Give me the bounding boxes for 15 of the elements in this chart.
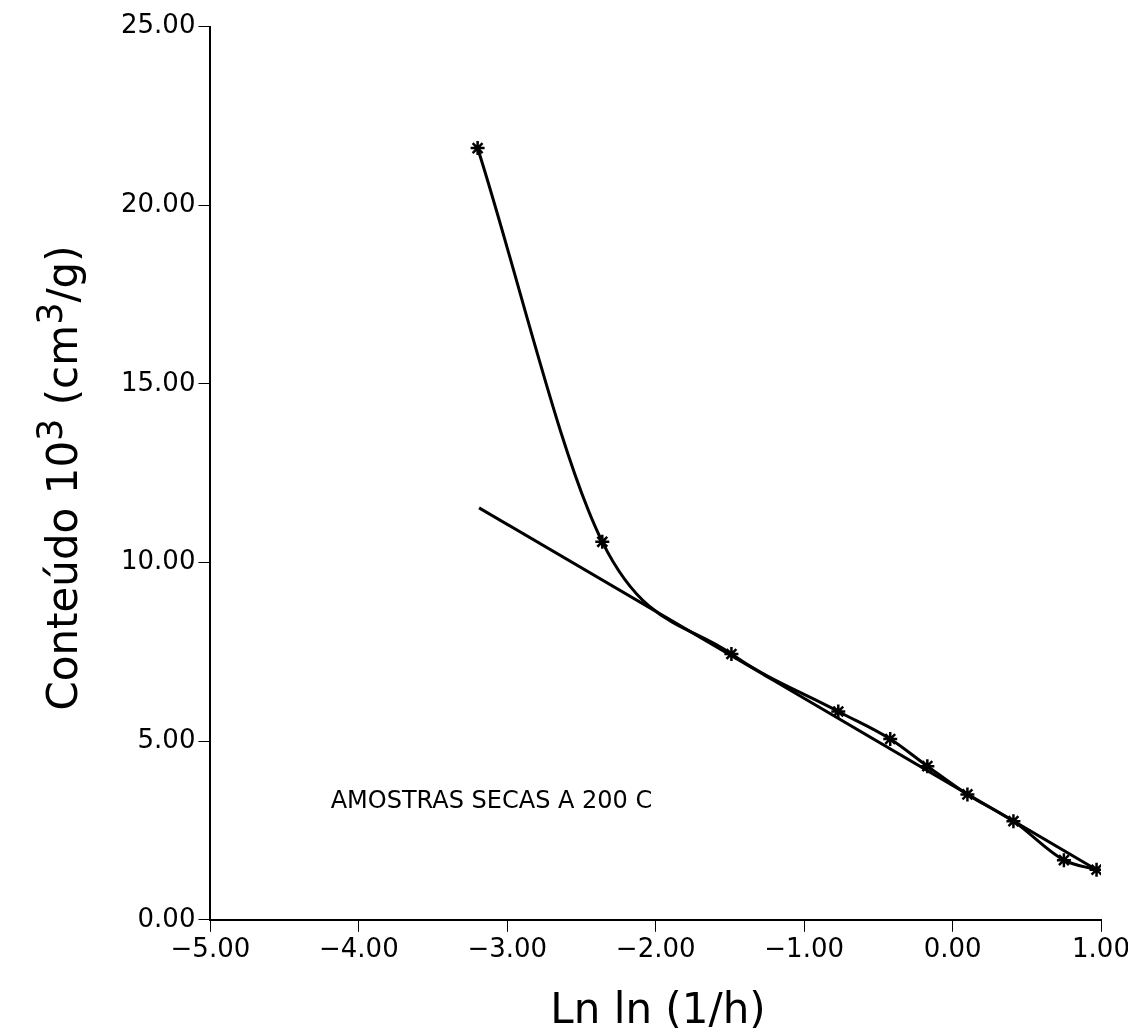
annotation: AMOSTRAS SECAS A 200 C xyxy=(330,786,653,815)
y-tick-label: 5.00 xyxy=(137,723,196,754)
x-tick-label: 1.00 xyxy=(1072,933,1128,964)
y-tick-label: 25.00 xyxy=(121,9,196,40)
y-tick-label: 20.00 xyxy=(121,187,196,218)
x-tick-label: −4.00 xyxy=(319,933,399,964)
x-tick-label: −3.00 xyxy=(467,933,548,964)
x-tick-label: −5.00 xyxy=(170,933,251,964)
y-tick-label: 15.00 xyxy=(121,366,196,397)
x-tick-label: 0.00 xyxy=(923,933,982,964)
x-tick-label: −1.00 xyxy=(764,933,844,964)
x-tick-label: −2.00 xyxy=(615,933,696,964)
y-tick-label: 0.00 xyxy=(137,902,196,933)
y-tick-label: 10.00 xyxy=(121,545,196,576)
x-axis-title: Ln ln (1/h) xyxy=(550,983,766,1031)
